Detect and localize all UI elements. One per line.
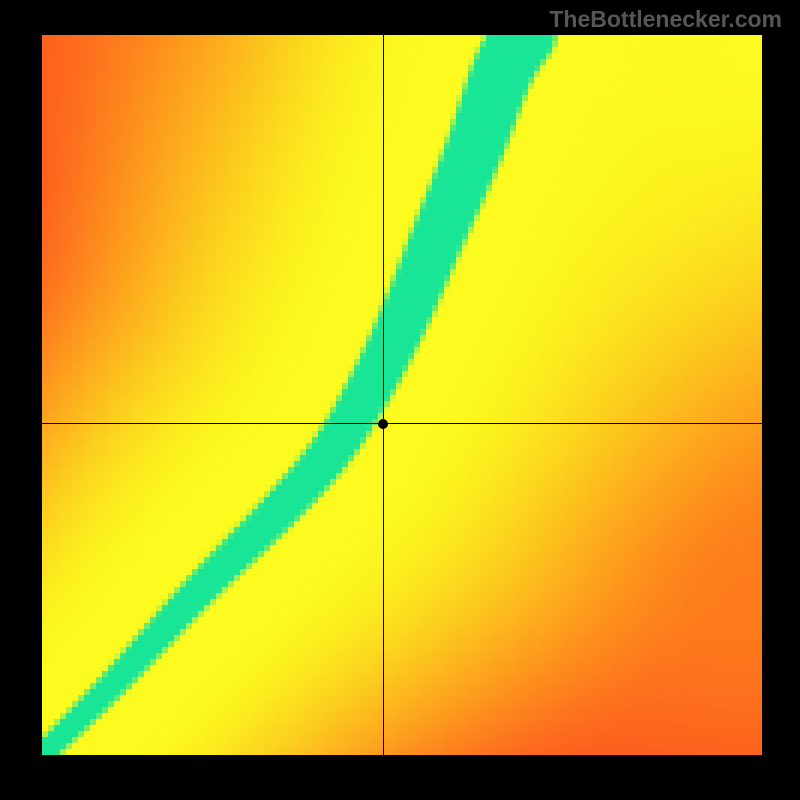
chart-container: TheBottlenecker.com [0,0,800,800]
plot-area [42,35,762,755]
crosshair-vertical [383,35,384,755]
crosshair-horizontal [42,423,762,424]
marker-dot [378,419,388,429]
heatmap-canvas [42,35,762,755]
watermark: TheBottlenecker.com [549,6,782,33]
